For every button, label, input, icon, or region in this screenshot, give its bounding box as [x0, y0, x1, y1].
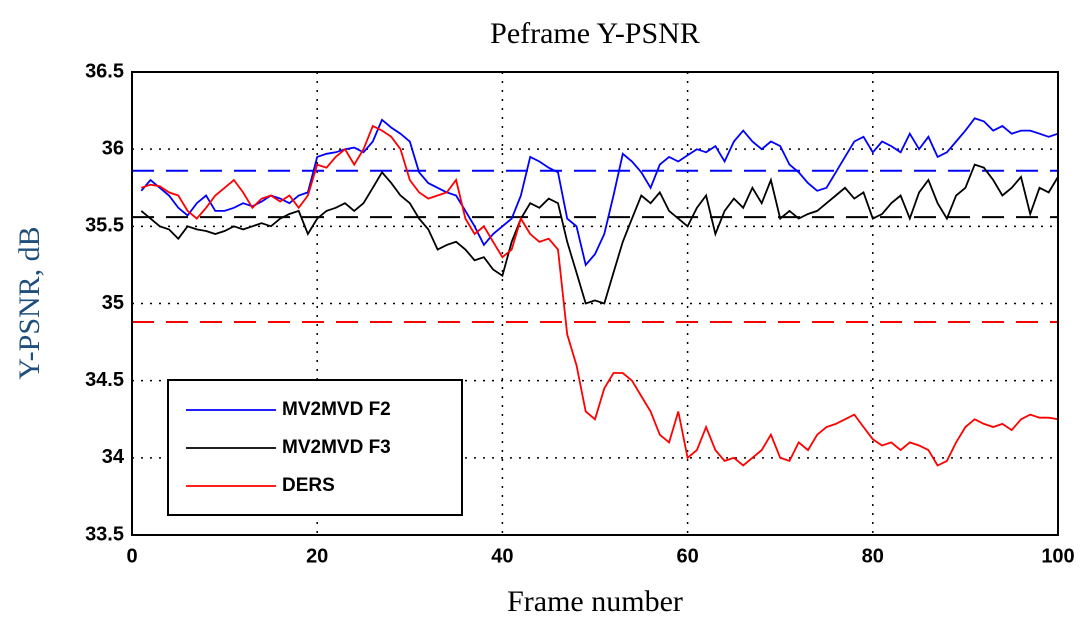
x-tick-label: 80 — [862, 545, 884, 567]
x-tick-label: 100 — [1041, 545, 1074, 567]
y-tick-label: 35 — [102, 292, 124, 314]
series-line — [140, 163, 1059, 305]
x-axis-label: Frame number — [507, 585, 683, 618]
series-line — [141, 124, 1059, 467]
y-tick-label: 34.5 — [85, 369, 124, 391]
legend-box — [167, 379, 463, 516]
y-tick-label: 34 — [102, 446, 125, 468]
legend-label: DERS — [282, 475, 335, 496]
y-tick-label: 35.5 — [85, 215, 124, 237]
x-tick-label: 20 — [306, 545, 328, 567]
y-tick-label: 36 — [102, 137, 124, 159]
x-tick-label: 40 — [491, 545, 513, 567]
legend-label: MV2MVD F2 — [282, 399, 391, 420]
y-axis-label: Y-PSNR, dB — [13, 226, 46, 379]
y-tick-label: 36.5 — [85, 60, 124, 82]
legend-label: MV2MVD F3 — [282, 437, 391, 458]
chart-title: Peframe Y-PSNR — [490, 17, 700, 50]
x-tick-label: 60 — [676, 545, 698, 567]
x-tick-label: 0 — [126, 545, 137, 567]
plot-frame — [131, 71, 1059, 536]
y-tick-label: 33.5 — [85, 523, 124, 545]
series-line — [140, 117, 1059, 267]
